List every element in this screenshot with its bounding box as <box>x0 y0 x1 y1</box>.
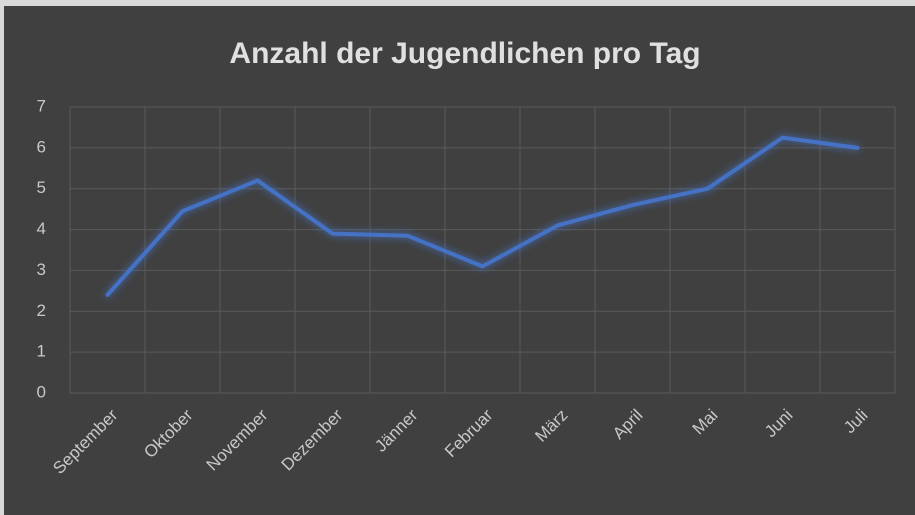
y-tick-label: 4 <box>37 219 46 238</box>
y-tick-label: 1 <box>37 342 46 361</box>
y-tick-label: 2 <box>37 301 46 320</box>
y-tick-label: 7 <box>37 96 46 115</box>
chart-title: Anzahl der Jugendlichen pro Tag <box>229 37 700 70</box>
y-tick-label: 0 <box>37 382 46 401</box>
y-tick-label: 6 <box>37 137 46 156</box>
data-line <box>105 135 860 297</box>
y-tick-label: 3 <box>37 260 46 279</box>
y-tick-label: 5 <box>37 178 46 197</box>
chart-background <box>4 6 915 515</box>
